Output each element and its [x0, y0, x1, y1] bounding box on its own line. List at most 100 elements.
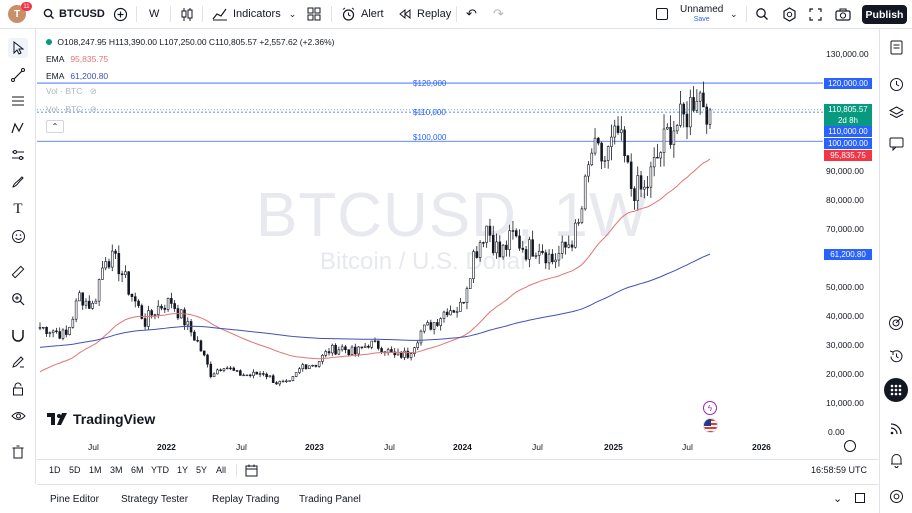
- collapse-legend-button[interactable]: ⌃: [46, 120, 64, 133]
- zoom-in-icon[interactable]: [8, 289, 28, 309]
- hline-label-120k: $120,000: [413, 79, 447, 88]
- symbol-search-button[interactable]: BTCUSD: [43, 0, 105, 28]
- candle-body: [590, 152, 594, 166]
- candle-body: [600, 142, 603, 162]
- axis-settings-icon[interactable]: [844, 440, 856, 452]
- alerts-clock-icon[interactable]: [886, 74, 906, 94]
- emoji-icon[interactable]: [8, 226, 28, 246]
- range-button-5d[interactable]: 5D: [69, 465, 81, 475]
- toolbar-divider: [136, 6, 137, 22]
- tradingview-logo: TradingView: [47, 411, 155, 427]
- tab-pine-editor[interactable]: Pine Editor: [50, 494, 99, 505]
- drawing-mode-icon[interactable]: [8, 352, 28, 372]
- replay-label: Replay: [417, 8, 452, 20]
- candle-body: [278, 381, 282, 385]
- undo-button[interactable]: ↶: [466, 0, 477, 28]
- magnet-icon[interactable]: [8, 325, 28, 345]
- layouts-button[interactable]: [307, 0, 321, 28]
- drawing-toolbar: T: [0, 29, 36, 484]
- candle-body: [239, 370, 242, 376]
- candle-body: [567, 244, 571, 248]
- help-icon[interactable]: [886, 486, 906, 506]
- fib-retracement-icon[interactable]: [8, 91, 28, 111]
- brush-icon[interactable]: [8, 172, 28, 192]
- interval-button[interactable]: W: [149, 0, 159, 28]
- candle-body: [629, 161, 633, 189]
- bell-icon[interactable]: [886, 450, 906, 470]
- text-tool-icon[interactable]: T: [13, 200, 23, 217]
- candle-body: [666, 127, 669, 130]
- range-button-5y[interactable]: 5Y: [196, 465, 208, 475]
- candle-body: [262, 373, 265, 375]
- candle-body: [156, 305, 160, 315]
- maximize-panel-icon[interactable]: [855, 493, 865, 503]
- price-axis[interactable]: [823, 29, 879, 459]
- history-icon[interactable]: [886, 346, 906, 366]
- range-button-3m[interactable]: 3M: [110, 465, 123, 475]
- candle-body: [196, 339, 199, 342]
- candle-body: [508, 230, 511, 250]
- range-button-1m[interactable]: 1M: [89, 465, 102, 475]
- chart-type-button[interactable]: [180, 0, 194, 28]
- redo-button[interactable]: ↷: [493, 0, 504, 28]
- apps-grid-icon[interactable]: [884, 378, 908, 402]
- fullscreen-button[interactable]: [809, 0, 822, 28]
- price-chart[interactable]: [37, 29, 823, 440]
- pattern-icon[interactable]: [8, 118, 28, 138]
- eye-icon[interactable]: [8, 406, 28, 426]
- tab-trading-panel[interactable]: Trading Panel: [299, 494, 361, 505]
- snapshot-button[interactable]: [835, 0, 851, 28]
- settings-button[interactable]: [782, 0, 797, 28]
- candle-body: [606, 146, 610, 161]
- candle-body: [120, 273, 124, 275]
- ema-fast-line: [39, 158, 711, 373]
- indicators-button[interactable]: Indicators ⌄: [212, 0, 296, 28]
- layout-name-button[interactable]: Unnamed Save: [680, 0, 723, 28]
- layout-menu-chevron[interactable]: ⌄: [730, 0, 738, 28]
- candle-body: [406, 350, 410, 358]
- tab-strategy-tester[interactable]: Strategy Tester: [121, 494, 189, 505]
- collapse-panel-icon[interactable]: ⌄: [833, 493, 843, 505]
- candle-body: [695, 100, 699, 111]
- ruler-icon[interactable]: [8, 262, 28, 282]
- lock-icon[interactable]: [8, 379, 28, 399]
- compare-symbol-button[interactable]: [113, 0, 128, 28]
- goto-date-icon[interactable]: [245, 464, 258, 479]
- candle-body: [363, 345, 367, 348]
- range-button-1y[interactable]: 1Y: [177, 465, 189, 475]
- candle-body: [511, 230, 515, 232]
- candle-body: [574, 222, 577, 248]
- volume-legend-2[interactable]: Vol · BTC ⊘: [46, 104, 97, 115]
- alert-button[interactable]: Alert: [341, 0, 384, 28]
- price-tick: 90,000.00: [826, 166, 864, 176]
- range-button-all[interactable]: All: [216, 465, 227, 475]
- range-button-1d[interactable]: 1D: [49, 465, 61, 475]
- event-marker-icon[interactable]: ϟ: [703, 401, 717, 415]
- chat-icon[interactable]: [886, 134, 906, 154]
- range-button-ytd[interactable]: YTD: [151, 465, 169, 475]
- utc-clock[interactable]: 16:58:59 UTC: [811, 465, 868, 475]
- ema-slow-legend[interactable]: EMA 61,200.80: [46, 71, 108, 81]
- layers-icon[interactable]: [886, 102, 906, 122]
- broadcast-icon[interactable]: [886, 419, 906, 439]
- time-tick: Jul: [532, 442, 543, 452]
- forecast-icon[interactable]: [8, 145, 28, 165]
- layout-checkbox[interactable]: [656, 0, 668, 28]
- price-tick: 70,000.00: [826, 224, 864, 234]
- replay-button[interactable]: Replay: [398, 0, 451, 28]
- time-tick: 2025: [604, 442, 623, 452]
- quick-search-button[interactable]: [755, 0, 769, 28]
- ema-fast-legend[interactable]: EMA 95,835.75: [46, 54, 108, 64]
- volume-legend-1[interactable]: Vol · BTC ⊘: [46, 86, 97, 97]
- publish-button[interactable]: Publish: [862, 5, 907, 24]
- trash-icon[interactable]: [8, 442, 28, 462]
- trend-line-icon[interactable]: [8, 65, 28, 85]
- cursor-icon[interactable]: [8, 38, 28, 58]
- us-flag-icon[interactable]: [703, 418, 718, 433]
- range-button-6m[interactable]: 6M: [131, 465, 144, 475]
- target-icon[interactable]: [886, 313, 906, 333]
- candle-body: [166, 298, 170, 310]
- candle-body: [350, 346, 354, 356]
- watchlist-icon[interactable]: [886, 37, 906, 57]
- tab-replay-trading[interactable]: Replay Trading: [212, 494, 280, 505]
